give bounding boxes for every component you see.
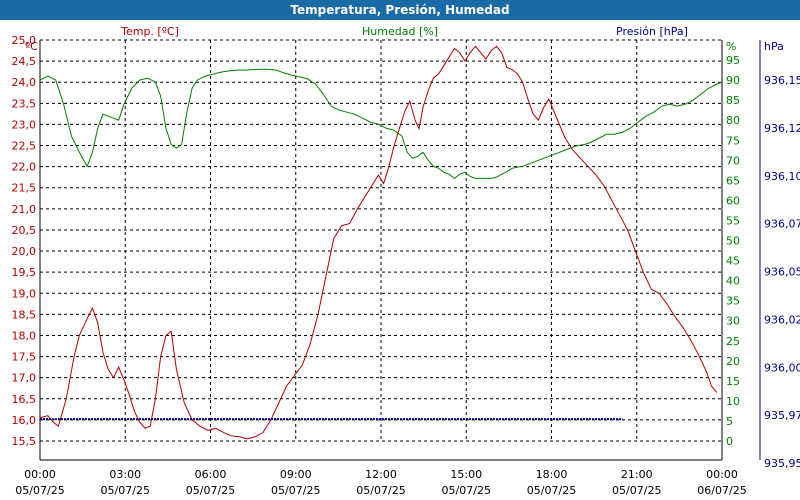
humidity-tick-label: 20	[726, 355, 740, 368]
humidity-tick-label: 45	[726, 255, 740, 268]
temperature-tick-label: 18,5	[12, 308, 37, 321]
x-tick-date-label: 05/07/25	[356, 484, 405, 497]
humidity-tick-label: 10	[726, 395, 740, 408]
pressure-tick-label: 935,95	[764, 457, 800, 470]
temperature-unit-label: ºC	[25, 40, 38, 53]
temperature-series-line	[39, 45, 718, 440]
temperature-tick-label: 24,0	[12, 76, 37, 89]
pressure-tick-label: 936,10	[764, 170, 800, 183]
x-tick-time-label: 09:00	[280, 468, 312, 481]
humidity-tick-label: 0	[726, 435, 733, 448]
pressure-tick-label: 936,12	[764, 122, 800, 135]
x-tick-date-label: 05/07/25	[442, 484, 491, 497]
temperature-tick-label: 25,0	[12, 34, 37, 47]
temperature-tick-label: 19,5	[12, 266, 37, 279]
humidity-tick-label: 60	[726, 194, 740, 207]
window-title: Temperatura, Presión, Humedad	[290, 3, 510, 17]
x-tick-date-label: 05/07/25	[527, 484, 576, 497]
pressure-tick-label: 936,05	[764, 266, 800, 279]
humidity-tick-label: 35	[726, 295, 740, 308]
humidity-tick-label: 40	[726, 275, 740, 288]
x-tick-date-label: 05/07/25	[101, 484, 150, 497]
humidity-tick-label: 90	[726, 74, 740, 87]
temperature-tick-label: 21,5	[12, 182, 37, 195]
temperature-axis-label: Temp. [ºC]	[120, 25, 179, 38]
humidity-unit-label: %	[726, 40, 736, 53]
pressure-tick-label: 936,07	[764, 218, 800, 231]
temperature-tick-label: 17,5	[12, 351, 37, 364]
temperature-tick-label: 15,5	[12, 435, 37, 448]
pressure-axis-label: Presión [hPa]	[616, 25, 688, 38]
temperature-tick-label: 17,0	[12, 372, 37, 385]
x-tick-time-label: 03:00	[109, 468, 141, 481]
humidity-tick-label: 5	[726, 415, 733, 428]
humidity-tick-label: 55	[726, 214, 740, 227]
humidity-axis-label: Humedad [%]	[362, 25, 438, 38]
x-tick-time-label: 18:00	[536, 468, 568, 481]
x-tick-date-label: 05/07/25	[186, 484, 235, 497]
x-tick-date-label: 05/07/25	[612, 484, 661, 497]
humidity-tick-label: 75	[726, 134, 740, 147]
humidity-tick-label: 80	[726, 114, 740, 127]
temperature-tick-label: 16,5	[12, 393, 37, 406]
axes: 25,0 24,5 24,0 23,5 23,0 22,5 22,0 21,5 21,0 20,5…	[12, 34, 800, 497]
humidity-tick-label: 70	[726, 154, 740, 167]
temperature-tick-label: 20,0	[12, 245, 37, 258]
temperature-tick-label: 16,0	[12, 414, 37, 427]
humidity-tick-label: 85	[726, 94, 740, 107]
x-tick-time-label: 12:00	[365, 468, 397, 481]
humidity-tick-label: 95	[726, 54, 740, 67]
x-tick-time-label: 21:00	[621, 468, 653, 481]
temperature-tick-label: 18,0	[12, 329, 37, 342]
pressure-tick-label: 935,97	[764, 409, 800, 422]
humidity-tick-label: 30	[726, 315, 740, 328]
temperature-tick-label: 23,0	[12, 118, 37, 131]
temperature-tick-label: 22,5	[12, 140, 37, 153]
plot-background	[0, 20, 800, 500]
humidity-series-line	[39, 68, 723, 179]
x-tick-date-label: 06/07/25	[697, 484, 746, 497]
humidity-tick-label: 65	[726, 174, 740, 187]
temperature-tick-label: 20,5	[12, 224, 37, 237]
series-lines	[39, 45, 723, 440]
temperature-tick-label: 23,5	[12, 97, 37, 110]
pressure-tick-label: 936,02	[764, 313, 800, 326]
x-tick-time-label: 15:00	[450, 468, 482, 481]
temperature-tick-label: 22,0	[12, 161, 37, 174]
humidity-tick-label: 25	[726, 335, 740, 348]
temperature-tick-label: 24,5	[12, 55, 37, 68]
pressure-tick-label: 936,00	[764, 361, 800, 374]
x-tick-time-label: 00:00	[706, 468, 738, 481]
chart-title-bar: Temperatura, Presión, Humedad	[0, 0, 800, 20]
pressure-tick-label: 936,15	[764, 74, 800, 87]
x-tick-time-label: 00:00	[24, 468, 56, 481]
temperature-tick-label: 19,0	[12, 287, 37, 300]
temperature-tick-label: 21,0	[12, 203, 37, 216]
chart-area: 25,0 24,5 24,0 23,5 23,0 22,5 22,0 21,5 21,0 20,5…	[0, 20, 800, 500]
x-tick-date-label: 05/07/25	[271, 484, 320, 497]
x-tick-date-label: 05/07/25	[15, 484, 64, 497]
humidity-tick-label: 50	[726, 235, 740, 248]
pressure-unit-label: hPa	[764, 40, 784, 53]
x-tick-time-label: 06:00	[195, 468, 227, 481]
humidity-tick-label: 15	[726, 375, 740, 388]
